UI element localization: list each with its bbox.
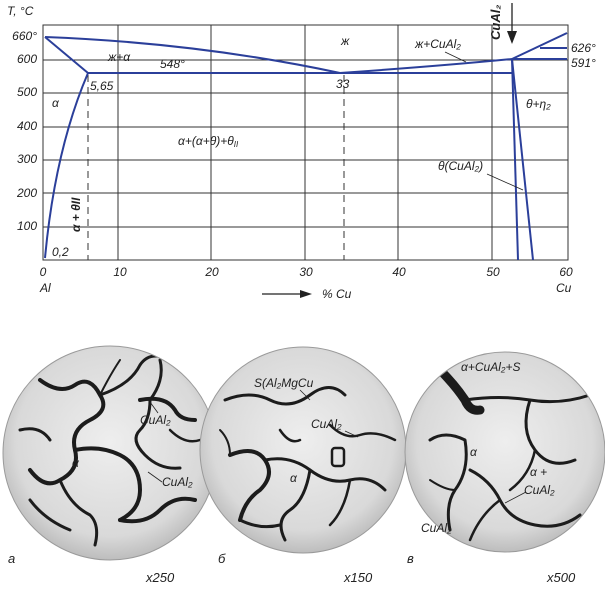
micrograph-a: CuAl₂ α CuAl₂ а x250 [2, 345, 218, 585]
eutectic-temp-label: 548° [160, 57, 185, 71]
micrograph-c-letter: в [407, 551, 414, 566]
leader-theta-cual2 [486, 173, 524, 191]
grid [42, 24, 569, 261]
micrograph-c-label-cual2-sub: CuAl₂ [524, 483, 555, 497]
micrograph-b-leader-cual2 [344, 430, 359, 438]
point-33: 33 [336, 77, 350, 91]
liquidus-cu [511, 32, 568, 60]
micrograph-c-label-alpha-plus: α + [530, 465, 547, 479]
solvus [44, 72, 89, 259]
micrograph-a-label-cual2-right: CuAl₂ [162, 475, 193, 489]
leader-liquid-cual2 [444, 51, 467, 63]
micrograph-b-letter: б [218, 551, 226, 566]
y-axis-label: T, °C [7, 4, 34, 18]
micrograph-a-label-cual2-top: CuAl₂ [140, 413, 171, 427]
y-tick-200: 200 [16, 186, 37, 200]
compound-label-cual2: CuAl₂ [488, 5, 503, 40]
temp-660: 660° [12, 29, 37, 43]
region-liquid-alpha: ж+α [107, 50, 131, 64]
micrograph-c-label-top: α+CuAl₂+S [461, 360, 520, 374]
x-tick-40: 40 [392, 265, 406, 279]
micrograph-a-label-alpha: α [72, 456, 80, 470]
micrograph-b-particle [330, 446, 346, 468]
region-theta-cual2: θ(CuAl₂) [438, 159, 483, 173]
micrograph-c: α+CuAl₂+S α α + CuAl₂ CuAl₂ в x500 [404, 351, 605, 585]
x-right-end-label: Cu [556, 281, 572, 295]
y-tick-500: 500 [17, 85, 37, 99]
micrograph-c-rim [404, 351, 605, 553]
x-left-end-label: Al [39, 281, 51, 295]
point-0-2: 0,2 [52, 245, 69, 259]
micrograph-b-label-cual2: CuAl₂ [311, 417, 342, 431]
phase-curves [44, 32, 568, 261]
micrograph-b: S(Al₂MgCu CuAl₂ α б x150 [199, 346, 407, 585]
temp-591: 591° [571, 56, 596, 70]
solidus [44, 36, 89, 74]
x-tick-0: 0 [40, 265, 47, 279]
micrograph-b-label-s: S(Al₂MgCu [254, 376, 314, 390]
micrograph-b-network [219, 386, 397, 542]
temp-626: 626° [571, 41, 596, 55]
micrograph-b-leader-s [299, 389, 311, 401]
y-tick-400: 400 [17, 119, 37, 133]
compound-arrow [507, 3, 517, 44]
micrograph-a-letter: а [8, 551, 15, 566]
x-axis-label: % Cu [322, 287, 352, 301]
x-axis-arrow [262, 290, 312, 298]
y-tick-300: 300 [17, 152, 37, 166]
region-alpha: α [52, 96, 60, 110]
liquidus-left [44, 36, 341, 74]
micrograph-c-magnification: x500 [546, 570, 576, 585]
point-5-65: 5,65 [90, 79, 114, 93]
theta-right-boundary [511, 58, 534, 261]
micrograph-c-label-cual2-bottom: CuAl₂ [421, 521, 452, 535]
region-liquid-cual2: ж+CuAl₂ [414, 37, 461, 51]
micrograph-c-network [428, 365, 592, 542]
micrograph-b-magnification: x150 [343, 570, 373, 585]
x-tick-20: 20 [204, 265, 219, 279]
micrograph-b-field [200, 347, 406, 553]
y-tick-100: 100 [17, 219, 37, 233]
x-tick-10: 10 [113, 265, 127, 279]
micrograph-c-leader-cual2 [504, 491, 527, 504]
phase-diagram: T, °C 100 200 300 400 500 600 660° 0 10 … [7, 3, 596, 301]
liquidus-right [339, 58, 513, 74]
x-tick-60: 60 [559, 265, 573, 279]
region-theta-eta: θ+η₂ [526, 97, 551, 111]
micrograph-a-leader-right [147, 471, 163, 483]
micrograph-a-leader-top [149, 401, 159, 414]
region-alpha-mix: α+(α+θ)+θII [178, 134, 239, 149]
micrograph-c-label-alpha: α [470, 445, 478, 459]
x-tick-30: 30 [299, 265, 313, 279]
region-liquid: ж [340, 34, 350, 48]
micrograph-a-magnification: x250 [145, 570, 175, 585]
y-tick-600: 600 [17, 52, 37, 66]
micrograph-b-label-alpha: α [290, 471, 298, 485]
region-alpha-theta-vertical: α + θII [69, 197, 83, 232]
x-tick-50: 50 [486, 265, 500, 279]
theta-left-boundary [511, 58, 519, 261]
